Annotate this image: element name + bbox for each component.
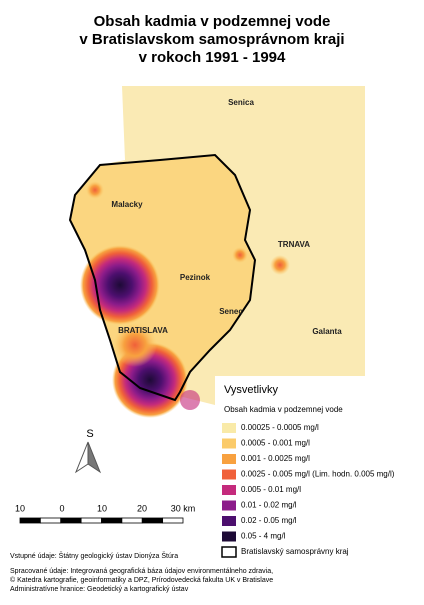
legend-label: 0.0025 - 0.005 mg/l (Lim. hodn. 0.005 mg… (241, 470, 395, 479)
credit-line: Spracované údaje: Integrovaná geografick… (10, 568, 273, 575)
scale-segment (80, 517, 102, 524)
place-label: Galanta (312, 327, 342, 336)
legend-label: 0.00025 - 0.0005 mg/l (241, 423, 319, 432)
legend-swatch (222, 423, 236, 433)
credit-line: Vstupné údaje: Štátny geologický ústav D… (10, 551, 178, 560)
scale-segment (141, 517, 164, 524)
place-label: Senec (219, 307, 243, 316)
place-label: BRATISLAVA (118, 326, 168, 335)
scale-label: 10 (97, 503, 107, 513)
hotspot (180, 390, 200, 410)
region-boundary (68, 153, 257, 402)
credits: Vstupné údaje: Štátny geologický ústav D… (10, 551, 273, 593)
hotspot (80, 245, 160, 325)
credit-line: Administratívne hranice: Geodetický a ka… (10, 586, 189, 593)
scale-segment (101, 517, 123, 524)
scale-label: 0 (59, 503, 64, 513)
place-label: Pezinok (180, 273, 211, 282)
place-label: Malacky (111, 200, 143, 209)
credit-line: © Katedra kartografie, geoinformatiky a … (10, 576, 273, 584)
hotspot (270, 255, 290, 275)
legend-label: 0.01 - 0.02 mg/l (241, 501, 297, 510)
hotspot (86, 181, 104, 199)
legend-label: Bratislavský samosprávny kraj (241, 547, 349, 556)
scale-label: 30 km (171, 503, 196, 513)
legend-swatch (221, 546, 237, 558)
legend-swatch (222, 469, 236, 480)
legend-label: 0.02 - 0.05 mg/l (241, 516, 297, 525)
legend-label: 0.005 - 0.01 mg/l (241, 485, 301, 494)
scale-segment (162, 517, 184, 524)
legend-swatch (222, 485, 236, 495)
place-label: Senica (228, 98, 254, 107)
hotspot (232, 247, 248, 263)
scale-segment (39, 517, 62, 524)
scale-segment (19, 517, 41, 524)
legend-items: 0.00025 - 0.0005 mg/l 0.0005 - 0.001 mg/l… (221, 423, 395, 558)
title-line: Obsah kadmia v podzemnej vode (94, 13, 331, 30)
title-line: v rokoch 1991 - 1994 (139, 49, 286, 66)
legend-swatch (222, 454, 236, 464)
scale-bar: 10 0 10 20 30 km (15, 503, 196, 524)
title-line: v Bratislavskom samosprávnom kraji (79, 31, 344, 48)
scale-label: 10 (15, 503, 25, 513)
legend-title: Vysvetlivky (224, 384, 278, 396)
north-arrow (74, 441, 89, 474)
scale-label: 20 (137, 503, 147, 513)
legend-swatch (222, 438, 236, 449)
scale-segment (121, 517, 143, 524)
legend-label: 0.05 - 4 mg/l (241, 532, 286, 541)
north-label: S (86, 428, 93, 440)
legend-label: 0.001 - 0.0025 mg/l (241, 454, 310, 463)
place-label: TRNAVA (278, 240, 310, 249)
north-arrow (87, 441, 102, 474)
legend-swatch (222, 531, 236, 542)
legend-box (216, 376, 418, 550)
legend-subtitle: Obsah kadmia v podzemnej vode (224, 405, 343, 414)
scale-segment (60, 517, 82, 524)
hotspot (113, 323, 157, 367)
legend-swatch (222, 500, 236, 511)
legend-label: 0.0005 - 0.001 mg/l (241, 439, 310, 448)
legend-swatch (222, 516, 236, 526)
